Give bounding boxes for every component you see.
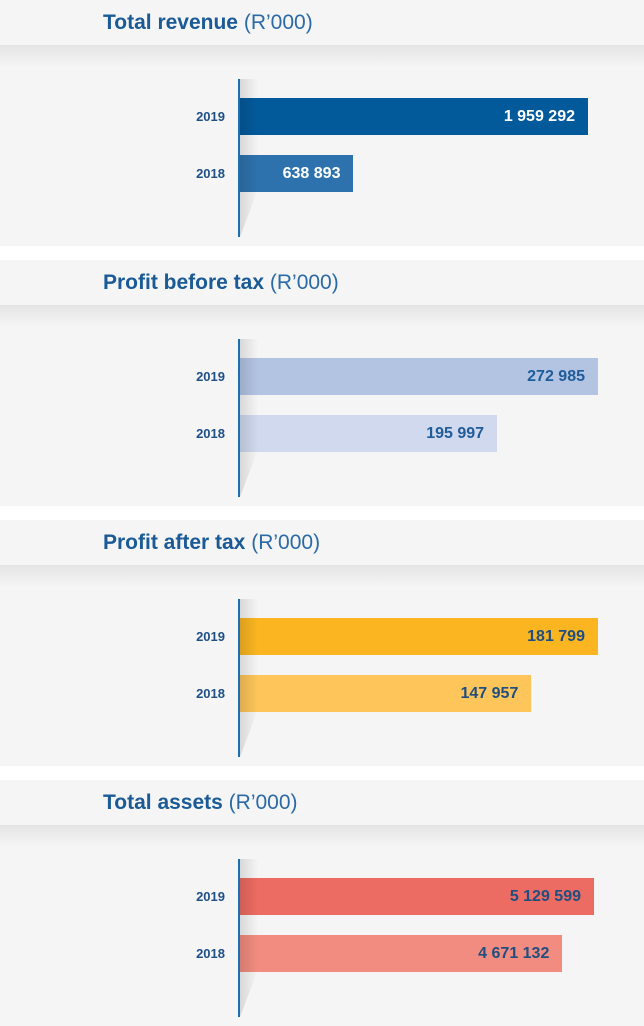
chart-panel: Profit after tax (R’000) 2019 181 799 2018… bbox=[0, 520, 644, 766]
chart-unit: (R’000) bbox=[251, 531, 321, 554]
category-label: 2018 bbox=[196, 166, 225, 181]
chart-unit: (R’000) bbox=[228, 791, 298, 814]
bar-2019: 1 959 292 bbox=[240, 98, 588, 135]
header-shadow bbox=[0, 565, 644, 587]
data-label: 5 129 599 bbox=[509, 888, 581, 905]
chart-panel: Total assets (R’000) 2019 5 129 599 2018 4 … bbox=[0, 780, 644, 1026]
chart-unit: (R’000) bbox=[269, 271, 339, 294]
category-label: 2018 bbox=[196, 946, 225, 961]
data-label: 638 893 bbox=[282, 165, 341, 182]
category-label: 2018 bbox=[196, 686, 225, 701]
chart-unit: (R’000) bbox=[243, 11, 313, 34]
chart-title-text: Profit after tax bbox=[103, 531, 246, 554]
header-shadow bbox=[0, 45, 644, 67]
y-axis-line bbox=[238, 859, 240, 1017]
chart-header: Profit before tax (R’000) bbox=[0, 260, 644, 305]
data-label: 147 957 bbox=[460, 685, 519, 702]
chart-title: Total revenue (R’000) bbox=[103, 11, 313, 35]
header-shadow bbox=[0, 825, 644, 847]
bar-2019: 272 985 bbox=[240, 358, 598, 395]
chart-title: Profit after tax (R’000) bbox=[103, 531, 320, 555]
bar-2019: 5 129 599 bbox=[240, 878, 594, 915]
data-label: 181 799 bbox=[527, 628, 585, 645]
chart-header: Profit after tax (R’000) bbox=[0, 520, 644, 565]
category-label: 2019 bbox=[196, 629, 225, 644]
bar-2019: 181 799 bbox=[240, 618, 598, 655]
chart-header: Total assets (R’000) bbox=[0, 780, 644, 825]
data-label: 195 997 bbox=[426, 425, 485, 442]
category-label: 2018 bbox=[196, 426, 225, 441]
y-axis-line bbox=[238, 599, 240, 757]
bar-2018: 4 671 132 bbox=[240, 935, 563, 972]
chart-panel: Profit before tax (R’000) 2019 272 985 201… bbox=[0, 260, 644, 506]
data-label: 1 959 292 bbox=[503, 108, 575, 125]
chart-title: Total assets (R’000) bbox=[103, 791, 298, 815]
data-label: 272 985 bbox=[527, 368, 585, 385]
data-label: 4 671 132 bbox=[478, 945, 550, 962]
category-label: 2019 bbox=[196, 889, 225, 904]
bar-2018: 147 957 bbox=[240, 675, 532, 712]
chart-title-text: Profit before tax bbox=[103, 271, 265, 294]
y-axis-line bbox=[238, 339, 240, 497]
chart-title-text: Total revenue bbox=[103, 11, 238, 34]
chart-title: Profit before tax (R’000) bbox=[103, 271, 339, 295]
y-axis-line bbox=[238, 79, 240, 237]
chart-title-text: Total assets bbox=[103, 791, 223, 814]
bar-2018: 195 997 bbox=[240, 415, 498, 452]
header-shadow bbox=[0, 305, 644, 327]
category-label: 2019 bbox=[196, 109, 225, 124]
chart-header: Total revenue (R’000) bbox=[0, 0, 644, 45]
bar-2018: 638 893 bbox=[240, 155, 354, 192]
chart-panel: Total revenue (R’000) 2019 1 959 292 2018 6… bbox=[0, 0, 644, 246]
category-label: 2019 bbox=[196, 369, 225, 384]
